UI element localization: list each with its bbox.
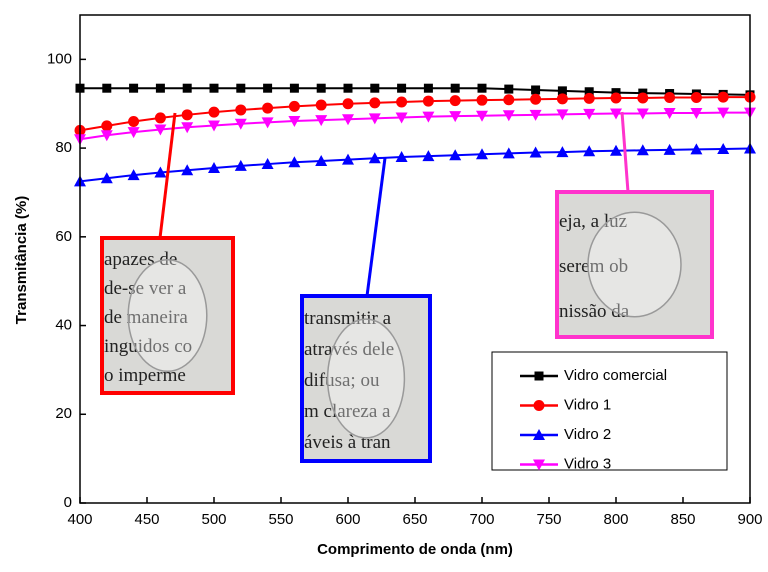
marker [396,96,407,107]
droplet [588,212,681,316]
marker [424,84,433,93]
marker [262,103,273,114]
marker [156,84,165,93]
x-tick-label: 450 [134,511,159,528]
x-tick-label: 700 [469,511,494,528]
marker [343,98,354,109]
y-tick-label: 80 [55,139,72,156]
y-tick-label: 0 [64,494,72,511]
legend-marker [535,372,544,381]
marker [584,93,595,104]
marker [531,85,540,94]
chart: Comprimento de onda (nm) Transmitância (… [0,0,768,572]
marker [691,92,702,103]
x-tick-label: 400 [67,511,92,528]
x-tick-label: 900 [737,511,762,528]
marker [664,92,675,103]
marker [503,94,514,105]
marker [344,84,353,93]
marker [316,100,327,111]
legend-label: Vidro 1 [564,396,611,413]
marker [182,109,193,120]
marker [236,84,245,93]
marker [263,84,272,93]
droplet [128,260,207,372]
marker [611,92,622,103]
marker [209,107,220,118]
marker [397,84,406,93]
marker [718,92,729,103]
marker [210,84,219,93]
marker [128,116,139,127]
x-tick-label: 750 [536,511,561,528]
marker [637,92,648,103]
marker [289,101,300,112]
marker [478,84,487,93]
marker [423,96,434,107]
marker [101,120,112,131]
x-tick-label: 800 [603,511,628,528]
marker [317,84,326,93]
x-tick-label: 600 [335,511,360,528]
marker [451,84,460,93]
droplet [328,319,405,438]
inset-pointer [367,158,385,296]
x-tick-label: 500 [201,511,226,528]
y-tick-label: 60 [55,228,72,245]
legend-label: Vidro comercial [564,367,667,384]
inset-pointer [622,112,628,192]
x-tick-label: 550 [268,511,293,528]
y-axis-label: Transmitância (%) [13,196,30,324]
marker [183,84,192,93]
x-tick-label: 850 [670,511,695,528]
marker [370,84,379,93]
marker [557,93,568,104]
x-axis-label: Comprimento de onda (nm) [317,541,513,558]
series-line [80,149,750,182]
y-tick-label: 40 [55,317,72,334]
marker [530,94,541,105]
legend-marker [534,400,545,411]
marker [129,84,138,93]
marker [102,84,111,93]
legend-label: Vidro 3 [564,455,611,472]
marker [450,95,461,106]
marker [477,95,488,106]
marker [290,84,299,93]
marker [235,104,246,115]
legend-label: Vidro 2 [564,426,611,443]
marker [504,85,513,94]
marker [155,112,166,123]
marker [369,97,380,108]
series-line [80,88,750,95]
x-tick-label: 650 [402,511,427,528]
y-tick-label: 100 [47,50,72,67]
y-tick-label: 20 [55,405,72,422]
